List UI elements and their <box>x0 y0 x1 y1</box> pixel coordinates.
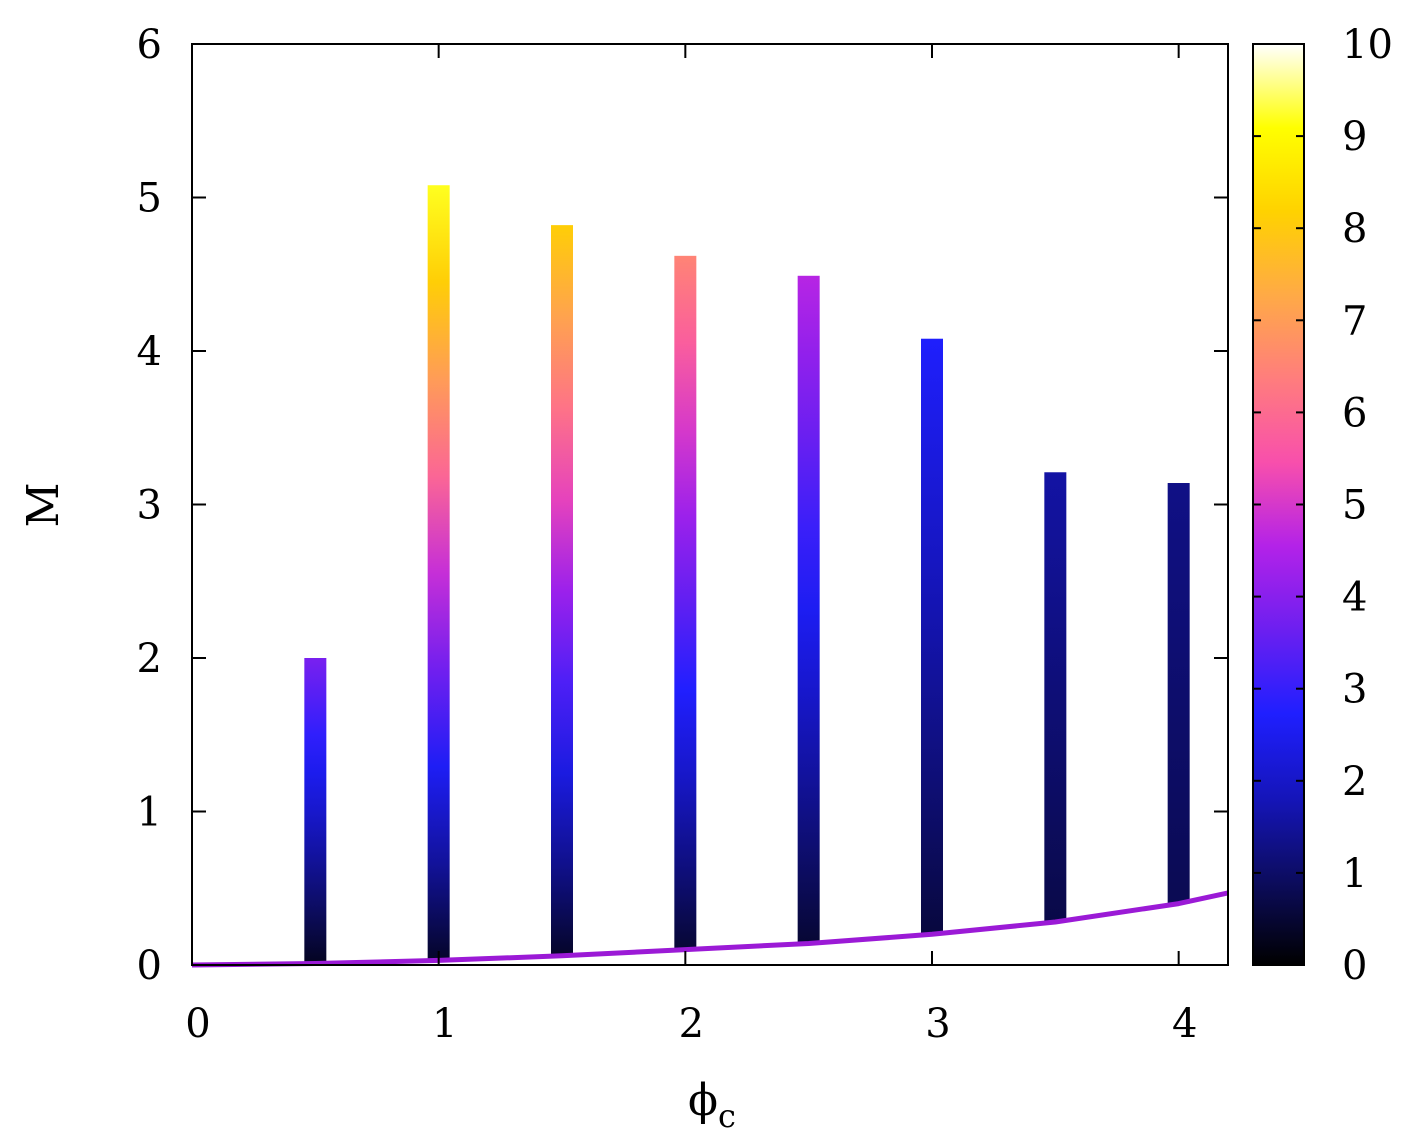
colorbar-tick-label: 4 <box>1342 575 1367 621</box>
colorbar-tick-label: 0 <box>1342 943 1367 989</box>
x-axis-title: ϕc <box>688 1075 736 1135</box>
plot-border <box>191 43 1229 966</box>
x-tick-label: 0 <box>185 1001 210 1047</box>
bar-7 <box>1167 483 1190 904</box>
colorbar-tick-label: 1 <box>1342 851 1367 897</box>
y-tick-label: 1 <box>137 790 162 836</box>
x-tick-label: 4 <box>1172 1001 1197 1047</box>
colorbar-tick-label: 8 <box>1342 206 1367 252</box>
colorbar-tick-label: 7 <box>1342 298 1367 344</box>
bar-2 <box>551 225 573 956</box>
bars-layer <box>304 185 1190 965</box>
curve-layer <box>191 890 1229 968</box>
bar-3 <box>674 255 697 950</box>
bar-1 <box>427 185 450 961</box>
x-tick-label: 1 <box>432 1001 457 1047</box>
y-tick-label: 2 <box>137 636 162 682</box>
bar-0 <box>304 658 327 965</box>
x-tick-label: 3 <box>925 1001 950 1047</box>
y-tick-label: 3 <box>137 483 162 529</box>
plot-frame <box>191 43 1229 966</box>
bar-6 <box>1044 472 1067 923</box>
colorbar: 0 1 2 3 4 5 6 7 8 9 10 <box>1252 22 1393 989</box>
x-axis-title-subscript: c <box>718 1097 736 1135</box>
y-tick-label: 5 <box>137 176 162 222</box>
colorbar-tick-label: 5 <box>1342 483 1367 529</box>
curve-line <box>191 890 1229 968</box>
colorbar-tick-label: 10 <box>1342 22 1393 68</box>
colorbar-tick-label: 6 <box>1342 390 1367 436</box>
bar-4 <box>797 275 820 944</box>
colorbar-tick-label: 9 <box>1342 114 1367 160</box>
axis-ticks: 0 1 2 3 4 5 6 0 1 2 3 4 <box>137 22 1228 1047</box>
y-axis-title: M <box>18 482 69 527</box>
y-tick-label: 6 <box>137 22 162 68</box>
colorbar-tick-label: 2 <box>1342 759 1367 805</box>
x-axis-title-main: ϕ <box>688 1075 718 1126</box>
bar-5 <box>921 338 943 935</box>
x-tick-label: 2 <box>679 1001 704 1047</box>
colorbar-tick-label: 3 <box>1342 667 1367 713</box>
y-tick-label: 4 <box>137 329 162 375</box>
y-tick-label: 0 <box>137 943 162 989</box>
colorbar-gradient <box>1252 43 1305 966</box>
